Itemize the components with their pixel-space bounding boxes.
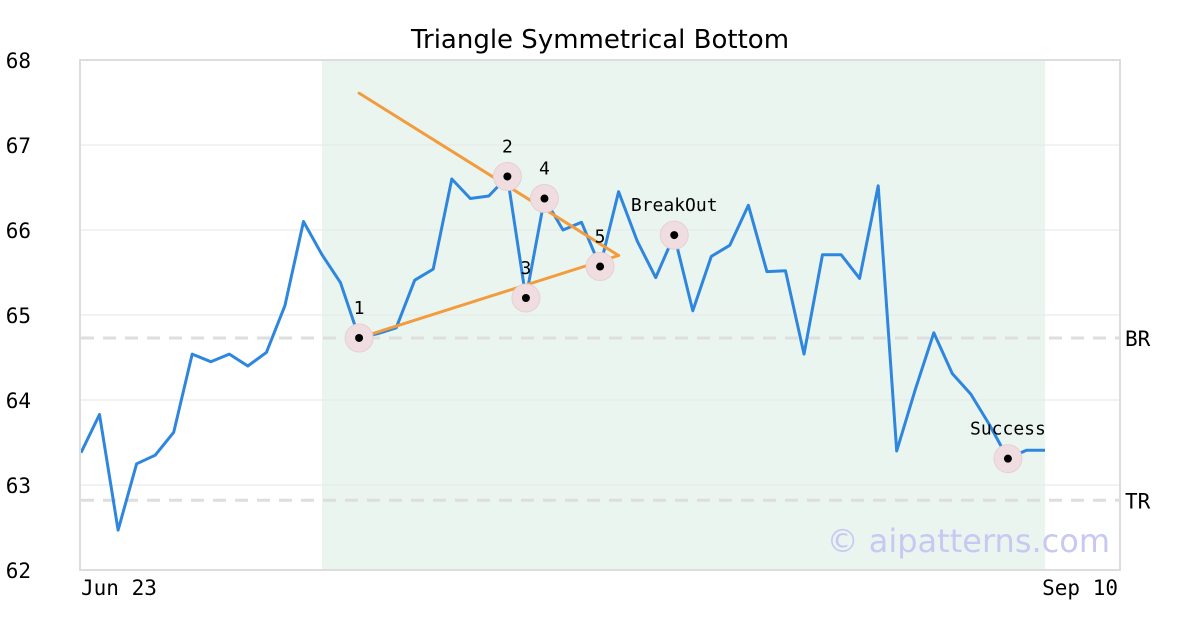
- point-marker: [596, 262, 605, 271]
- point-label: 5: [595, 227, 606, 248]
- point-label: Success: [970, 419, 1046, 440]
- price-line: [79, 175, 1045, 532]
- pattern-points: 1 2 3 4 5 BreakOut Success: [344, 136, 1046, 474]
- y-tick-label: 67: [6, 134, 31, 158]
- x-axis: Jun 23 Sep 10: [81, 576, 1118, 600]
- trendline: [357, 91, 621, 257]
- point-marker: [521, 294, 530, 302]
- point-marker: [355, 333, 364, 342]
- reference-lines: BR TR: [81, 327, 1151, 513]
- point-label: 3: [521, 258, 532, 279]
- point-marker: [540, 194, 549, 203]
- x-tick-label: Jun 23: [81, 576, 157, 600]
- watermark: © aipatterns.com: [827, 522, 1110, 560]
- point-label: 1: [354, 298, 365, 319]
- y-tick-label: 64: [6, 389, 31, 413]
- y-tick-label: 68: [6, 49, 31, 73]
- y-tick-label: 66: [6, 219, 31, 243]
- point-marker: [1003, 454, 1012, 463]
- point-marker: [670, 231, 679, 240]
- point-marker: [503, 172, 512, 181]
- grid: [81, 144, 1120, 486]
- point-label: BreakOut: [631, 195, 718, 216]
- reference-line-label: BR: [1125, 327, 1151, 351]
- x-tick-label: Sep 10: [1042, 576, 1118, 600]
- y-tick-label: 65: [6, 304, 31, 328]
- point-label: 4: [539, 159, 550, 180]
- y-axis: 62 63 64 65 66 67 68: [6, 49, 31, 583]
- trendlines: [357, 91, 621, 340]
- plot-frame: [79, 59, 1121, 571]
- point-label: 2: [502, 136, 513, 157]
- chart-title: Triangle Symmetrical Bottom: [410, 25, 789, 55]
- trendline: [357, 254, 621, 340]
- y-tick-label: 63: [6, 474, 31, 498]
- reference-line-label: TR: [1125, 489, 1151, 513]
- y-tick-label: 62: [6, 559, 31, 583]
